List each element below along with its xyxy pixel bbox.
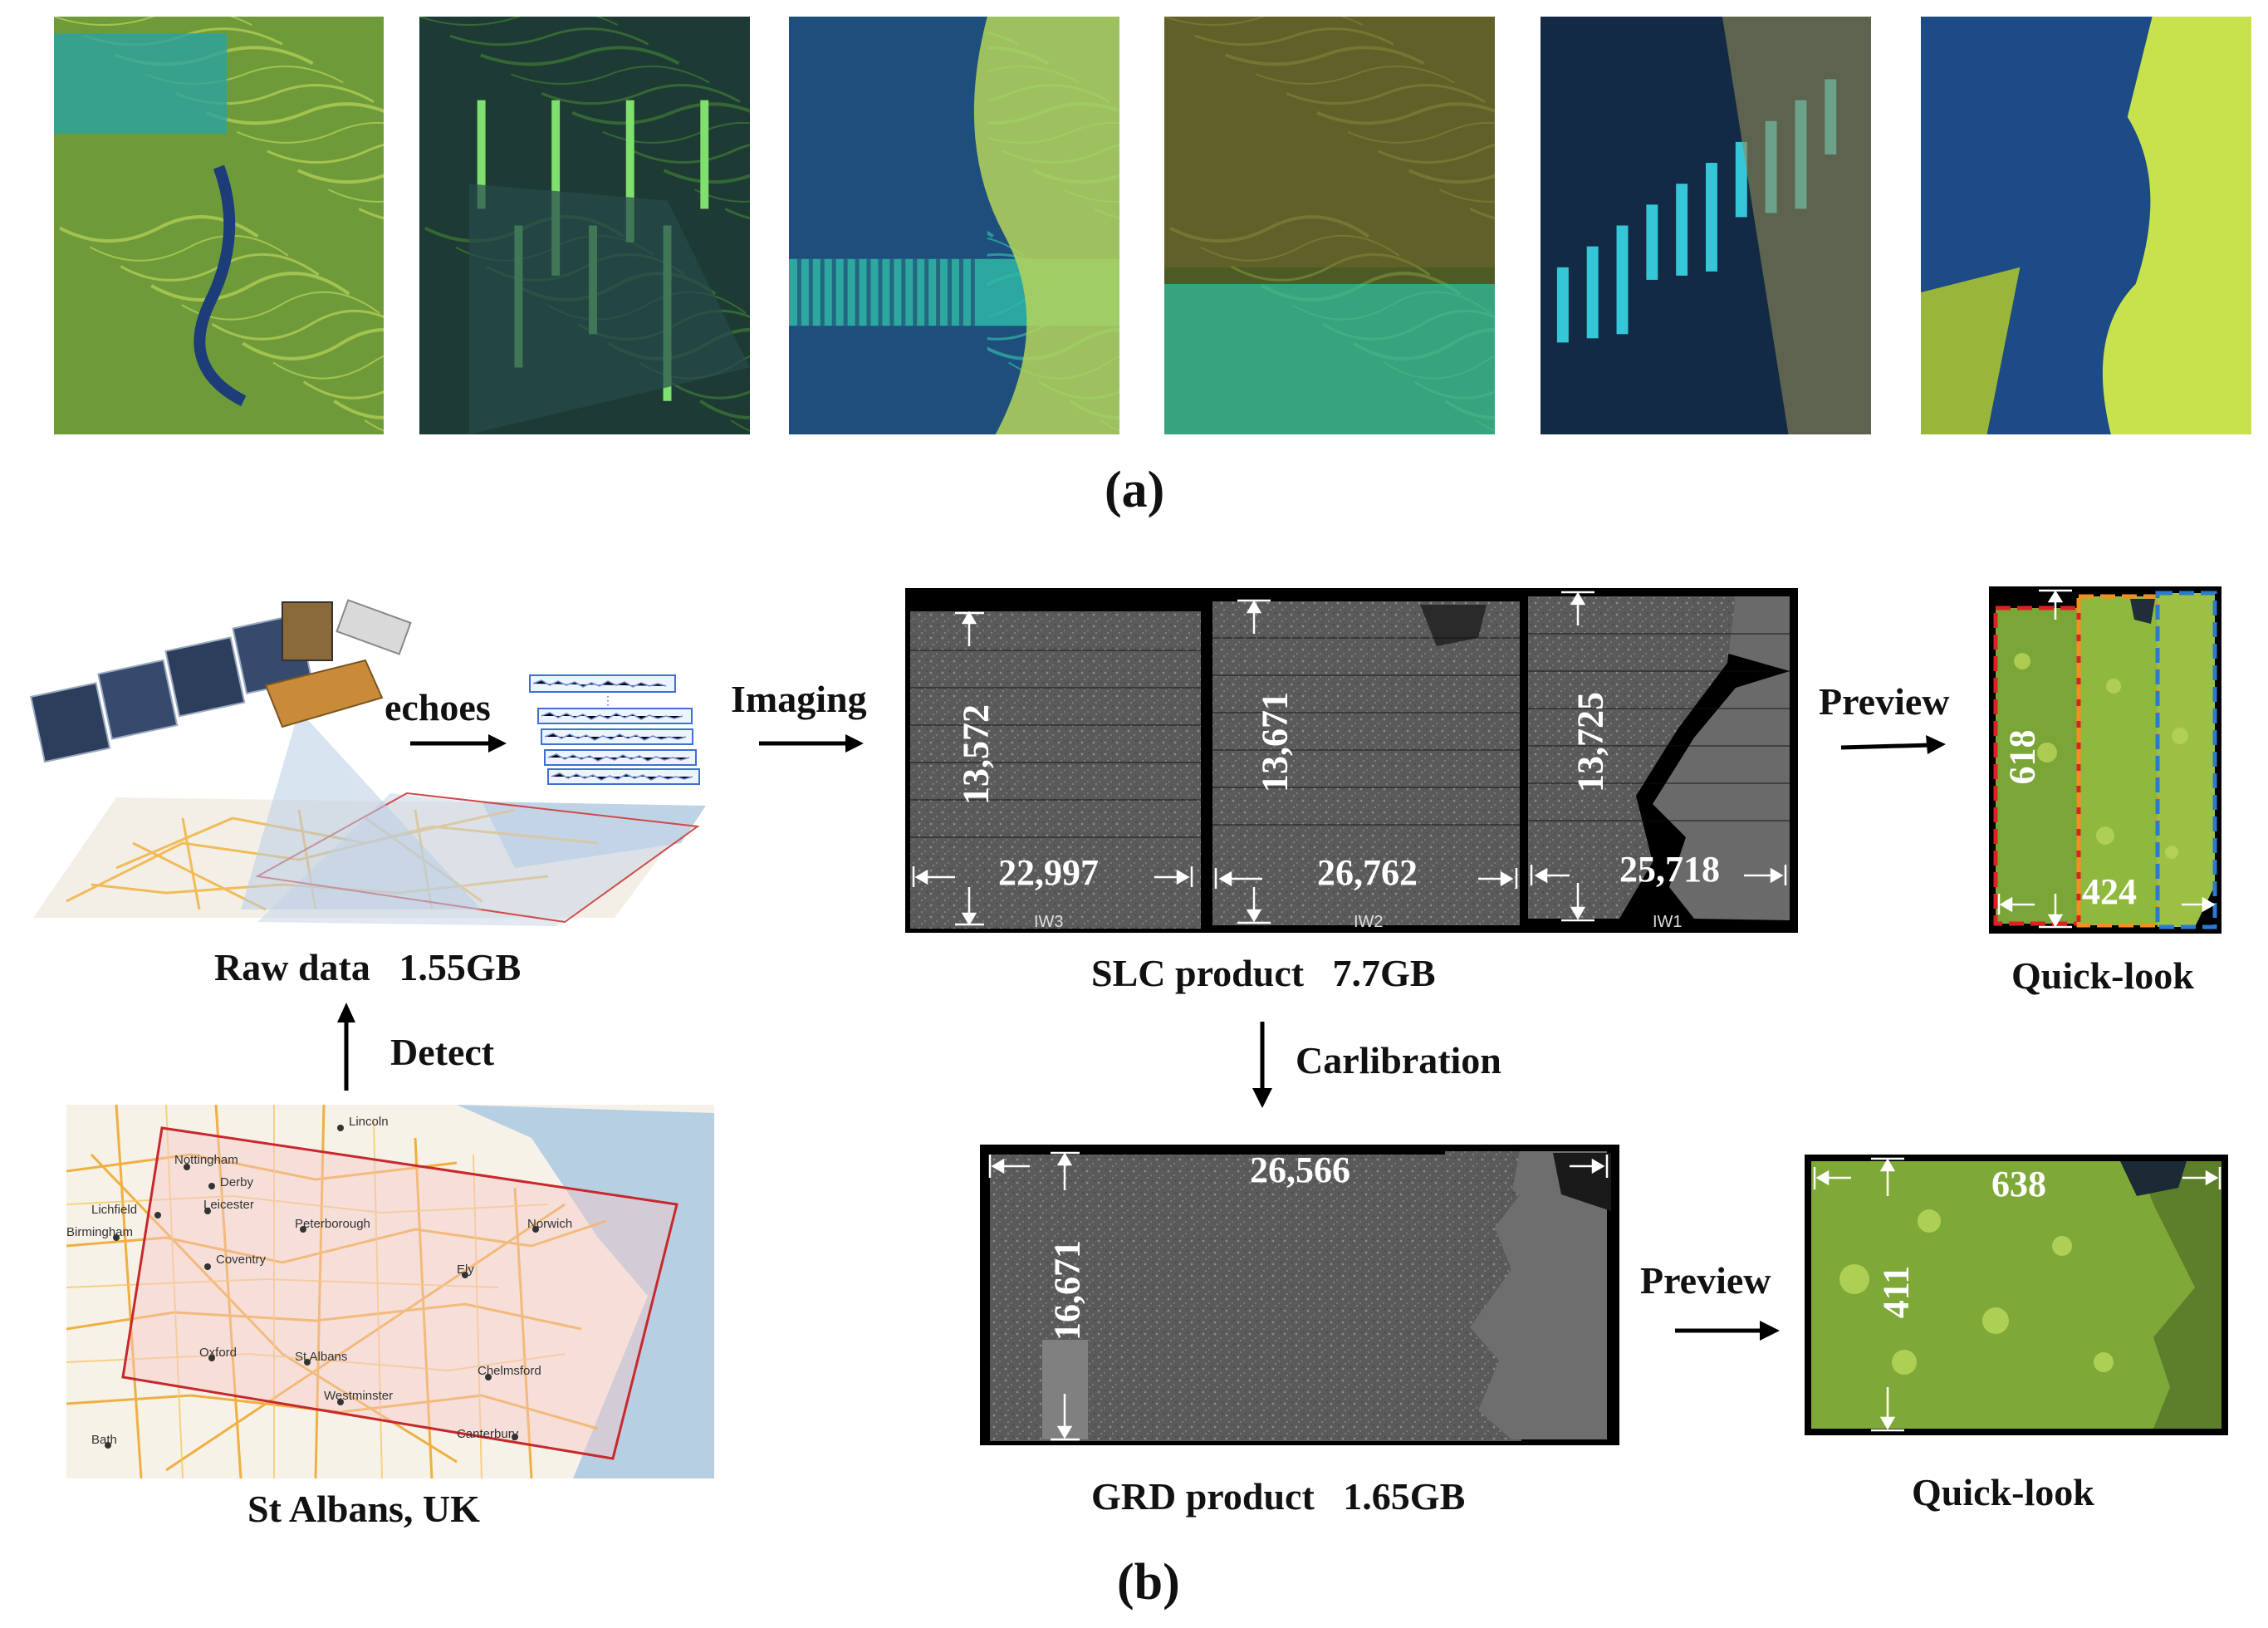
detect-label: Detect <box>390 1031 495 1073</box>
map-city-label: Westminster <box>324 1389 394 1403</box>
grd-height: 16,671 <box>1046 1240 1088 1341</box>
sar-thumb-6 <box>1921 17 2251 434</box>
detect-arrow <box>337 1003 355 1091</box>
quicklook-slc-label: Quick-look <box>2011 954 2194 997</box>
sar-thumb-2 <box>419 17 750 434</box>
map-city-label: Oxford <box>199 1346 238 1360</box>
slc-iw2-name: IW2 <box>1354 913 1384 931</box>
map-city-label: Norwich <box>527 1217 573 1231</box>
slc-iw2-height: 13,671 <box>1254 692 1296 792</box>
road-map: Lincoln Nottingham Derby Leicester Peterboro… <box>66 1105 714 1478</box>
calibration-label: Carlibration <box>1296 1039 1501 1081</box>
preview-arrow-top <box>1840 735 1946 754</box>
map-city-label: Peterborough <box>295 1217 370 1231</box>
imaging-arrow <box>759 734 864 753</box>
grd-width: 26,566 <box>1250 1150 1350 1190</box>
panel-b-caption: (b) <box>1117 1554 1180 1611</box>
quicklook-grd-height: 411 <box>1875 1265 1917 1319</box>
slc-iw1-name: IW1 <box>1653 913 1683 931</box>
slc-iw1-width: 25,718 <box>1619 849 1720 890</box>
map-city-label: Lincoln <box>349 1115 389 1129</box>
map-city-label: Canterbury <box>457 1427 519 1441</box>
preview-label-bottom: Preview <box>1640 1259 1771 1302</box>
map-city-label: Derby <box>220 1175 254 1189</box>
preview-label-top: Preview <box>1819 680 1950 723</box>
svg-text:⋮: ⋮ <box>602 695 614 708</box>
raw-data-label: Raw data 1.55GB <box>214 946 522 988</box>
grd-product-label: GRD product 1.65GB <box>1091 1475 1466 1518</box>
map-city-label: Leicester <box>203 1198 254 1212</box>
map-city-label: Coventry <box>216 1253 267 1267</box>
slc-iw3-height: 13,572 <box>955 704 997 805</box>
map-city-label: Bath <box>91 1433 117 1447</box>
satellite-illustration <box>17 594 714 934</box>
quicklook-slc-image: 618 424 <box>1989 586 2221 934</box>
map-city-label: St Albans <box>295 1350 348 1364</box>
map-city-label: Birmingham <box>66 1225 134 1239</box>
panel-a-caption: (a) <box>1105 462 1165 518</box>
map-city-label: Chelmsford <box>478 1364 541 1378</box>
grd-product-image: 26,566 16,671 <box>980 1145 1619 1445</box>
echoes-arrow <box>410 734 507 753</box>
sar-thumb-1 <box>54 17 384 434</box>
map-city-label: Nottingham <box>174 1153 238 1167</box>
quicklook-grd-image: 638 411 <box>1805 1155 2228 1435</box>
quicklook-grd-label: Quick-look <box>1912 1471 2094 1513</box>
echo-data-stack: ⋮ <box>523 671 706 787</box>
slc-iw3-name: IW3 <box>1034 913 1064 931</box>
slc-product-label: SLC product 7.7GB <box>1091 952 1436 994</box>
sar-thumb-4 <box>1164 17 1495 434</box>
sar-thumb-5 <box>1541 17 1871 434</box>
preview-arrow-bottom <box>1675 1321 1780 1341</box>
map-city-label: Ely <box>457 1263 474 1277</box>
quicklook-slc-width: 424 <box>2082 871 2137 912</box>
slc-iw3-width: 22,997 <box>998 852 1099 893</box>
slc-iw2-width: 26,762 <box>1317 852 1418 893</box>
slc-iw1-height: 13,725 <box>1570 692 1611 792</box>
map-city-label: Lichfield <box>91 1203 138 1217</box>
slc-product-image: 22,997 26,762 25,718 13,572 13,671 13,72… <box>905 588 1798 933</box>
echoes-label: echoes <box>385 686 491 728</box>
quicklook-grd-width: 638 <box>1991 1164 2046 1204</box>
calibration-arrow <box>1252 1022 1272 1108</box>
location-label: St Albans, UK <box>247 1488 480 1530</box>
quicklook-slc-height: 618 <box>2001 729 2043 785</box>
sar-thumb-3 <box>789 17 1119 434</box>
imaging-label: Imaging <box>731 678 867 720</box>
